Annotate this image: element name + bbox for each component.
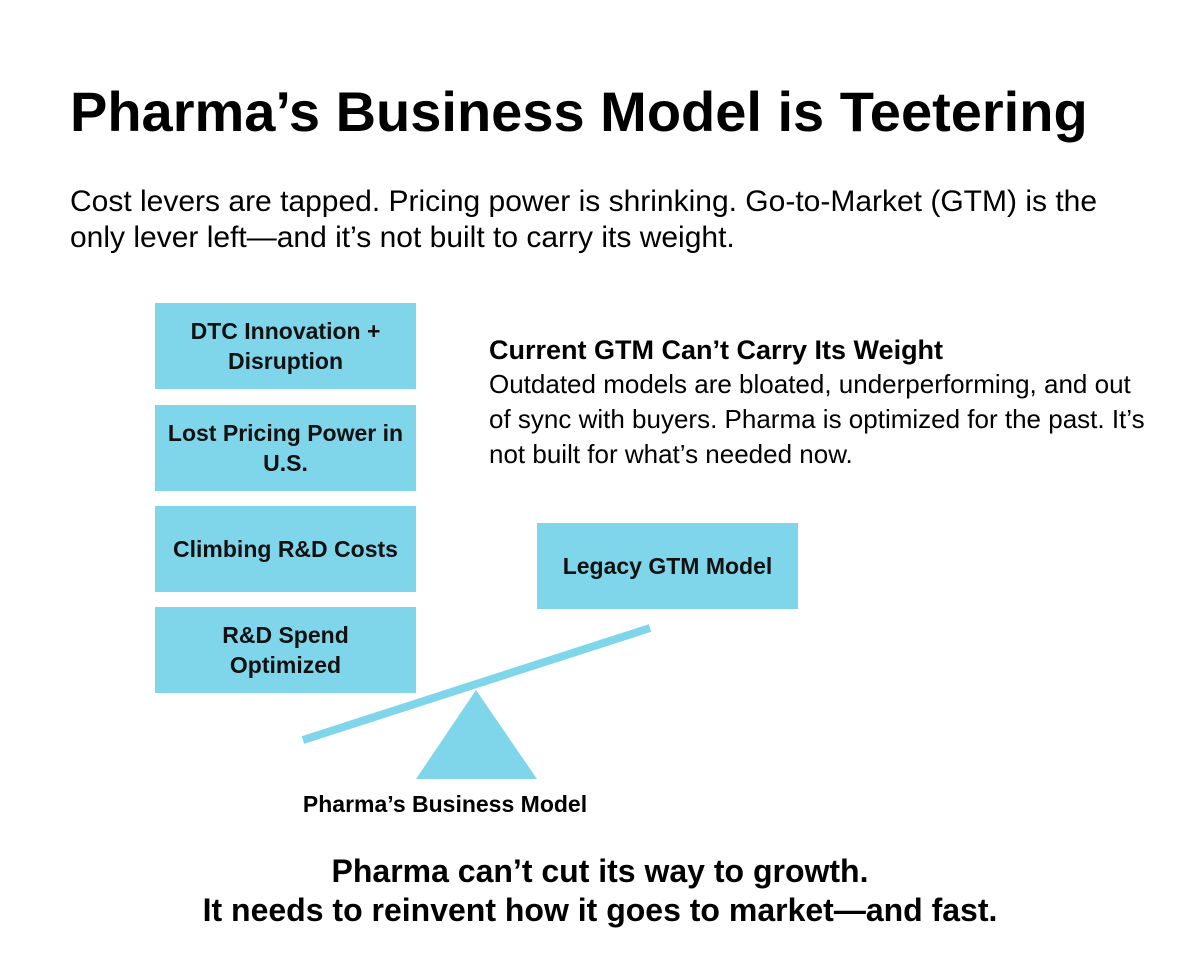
callout: Current GTM Can’t Carry Its Weight Outda… bbox=[489, 333, 1149, 472]
pressure-box-pricing: Lost Pricing Power in U.S. bbox=[155, 405, 416, 491]
page-subtitle: Cost levers are tapped. Pricing power is… bbox=[70, 185, 1098, 254]
pressure-box-dtc: DTC Innovation + Disruption bbox=[155, 303, 416, 389]
legacy-gtm-box: Legacy GTM Model bbox=[537, 523, 798, 609]
seesaw-fulcrum bbox=[416, 690, 537, 779]
conclusion-line-2: It needs to reinvent how it goes to mark… bbox=[202, 892, 998, 928]
page-title: Pharma’s Business Model is Teetering bbox=[70, 80, 1088, 143]
callout-body: Outdated models are bloated, underperfor… bbox=[489, 369, 1145, 469]
pressure-box-rnd-spend: R&D Spend Optimized bbox=[155, 607, 416, 693]
conclusion-line-1: Pharma can’t cut its way to growth. bbox=[331, 853, 869, 889]
fulcrum-label: Pharma’s Business Model bbox=[302, 791, 588, 817]
callout-heading: Current GTM Can’t Carry Its Weight bbox=[489, 335, 944, 365]
conclusion: Pharma can’t cut its way to growth. It n… bbox=[100, 852, 1100, 930]
pressure-box-rnd-costs: Climbing R&D Costs bbox=[155, 506, 416, 592]
